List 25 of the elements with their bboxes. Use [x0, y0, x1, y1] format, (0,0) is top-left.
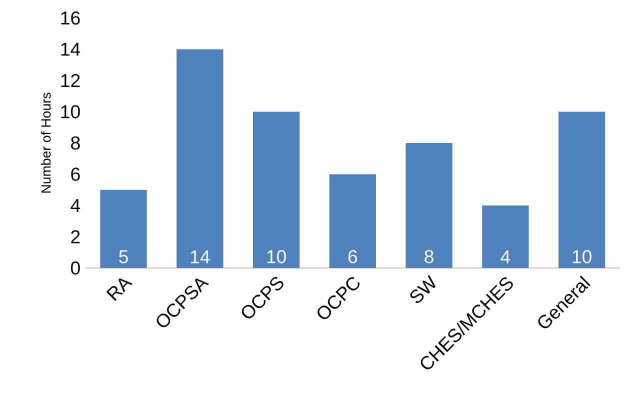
x-tick-label: RA — [106, 278, 133, 301]
y-tick-label: 2 — [71, 230, 80, 244]
y-axis-title: Number of Hours — [40, 92, 51, 193]
y-tick-label: 8 — [71, 136, 80, 150]
bar — [100, 190, 147, 268]
data-label: 6 — [348, 250, 358, 264]
bar — [252, 112, 300, 268]
data-label: 8 — [424, 250, 434, 264]
data-label: 4 — [500, 250, 510, 264]
data-label: 10 — [572, 250, 592, 264]
y-tick-label: 4 — [70, 199, 80, 212]
bar — [406, 142, 452, 268]
y-tick-label: 0 — [70, 261, 80, 275]
bar — [482, 205, 529, 268]
bar — [558, 112, 606, 268]
y-tick-label: 12 — [61, 74, 80, 88]
y-tick-label: 16 — [61, 11, 80, 25]
data-label: 5 — [119, 250, 128, 264]
y-tick-label: 14 — [61, 42, 80, 56]
y-tick-label: 6 — [71, 168, 80, 181]
bar — [329, 174, 376, 268]
bar — [176, 49, 224, 268]
y-tick-label: 10 — [61, 105, 80, 118]
data-label: 10 — [267, 250, 286, 264]
data-label: 14 — [190, 250, 210, 264]
